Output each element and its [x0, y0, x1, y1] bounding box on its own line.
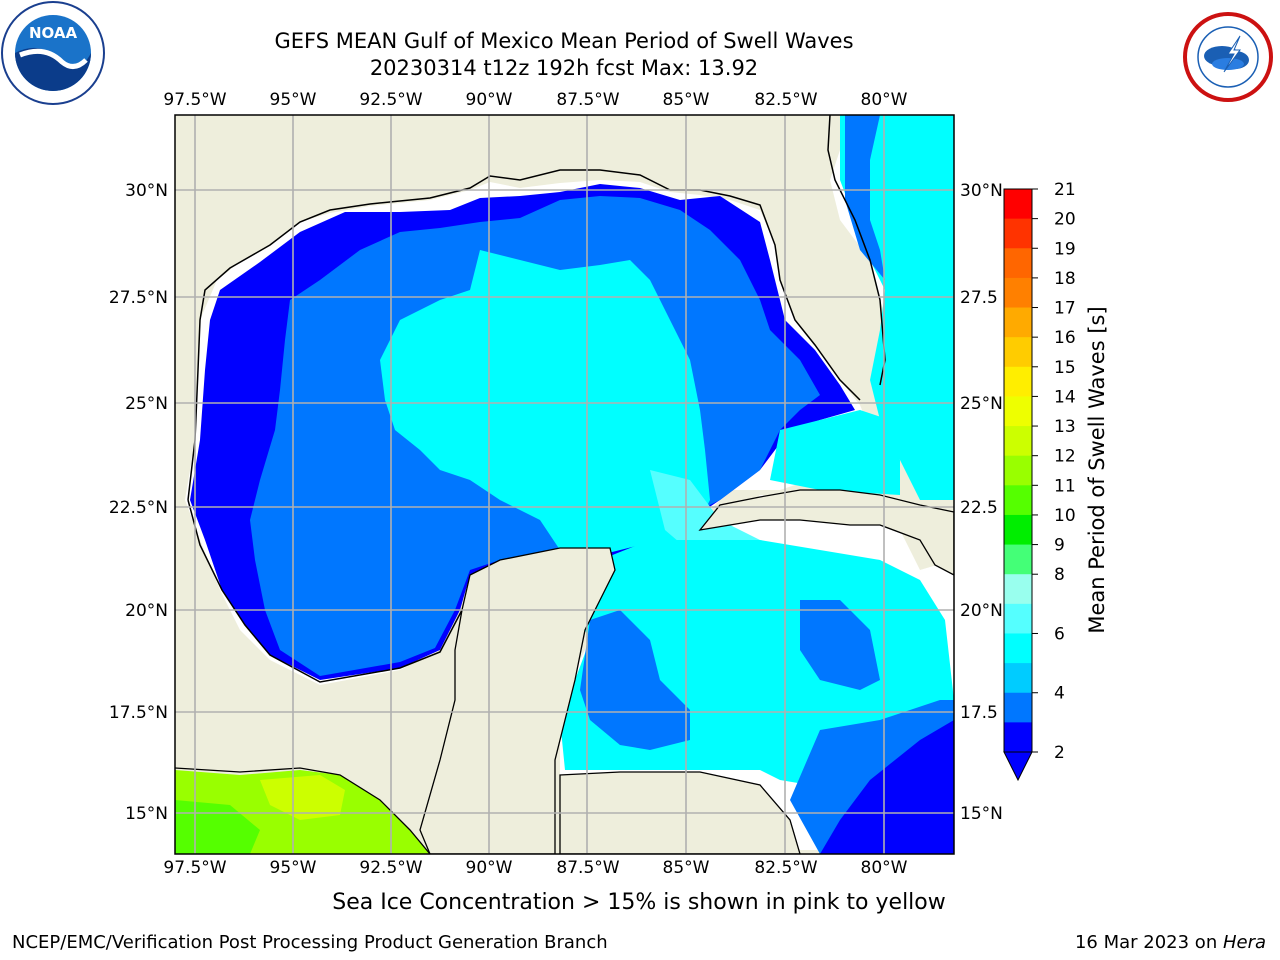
colorbar-tick-label: 14 — [1054, 387, 1076, 407]
colorbar-swatch — [1004, 603, 1032, 634]
lat-label: 25°N — [125, 394, 168, 414]
cuba-land — [698, 489, 954, 576]
caribbean-blue-patch-2 — [800, 600, 880, 690]
lon-label: 95°W — [270, 90, 317, 110]
lat-label: 17.5°N — [109, 703, 168, 723]
lon-label: 97.5°W — [163, 90, 226, 110]
colorbar-swatch — [1004, 218, 1032, 249]
lat-label: 30°N — [960, 181, 1003, 201]
colorbar-tick-label: 21 — [1054, 180, 1076, 200]
lon-label: 92.5°W — [359, 90, 422, 110]
colorbar-swatch — [1004, 307, 1032, 338]
colorbar-swatch — [1004, 544, 1032, 575]
lat-label: 27.5 — [960, 288, 998, 308]
lon-label: 80°W — [861, 858, 908, 878]
lat-labels-right: 30°N 27.5 25°N 22.5 20°N 17.5 15°N — [960, 181, 1003, 824]
mexico-west-coast — [187, 499, 463, 683]
lon-label: 90°W — [466, 90, 513, 110]
yucatan-land — [419, 547, 616, 854]
colorbar-swatch — [1004, 277, 1032, 309]
footer-date-text: 16 Mar 2023 on — [1074, 932, 1223, 953]
sea-ice-note: Sea Ice Concentration > 15% is shown in … — [332, 890, 946, 915]
footer-branch: NCEP/EMC/Verification Post Processing Pr… — [12, 932, 608, 953]
noaa-logo: NOAA — [1, 1, 105, 105]
lat-labels-left: 30°N 27.5°N 25°N 22.5°N 20°N 17.5°N 15°N — [109, 181, 168, 824]
keys-cyan — [770, 410, 900, 495]
colorbar-tick-label: 15 — [1054, 358, 1076, 378]
colorbar-swatch — [1004, 633, 1032, 664]
colorbar-swatch — [1004, 366, 1032, 397]
nws-logo — [1183, 12, 1273, 102]
colorbar-tick-label: 12 — [1054, 447, 1076, 467]
colorbar-tick-label: 4 — [1054, 684, 1065, 704]
lon-label: 87.5°W — [556, 90, 619, 110]
lon-label: 82.5°W — [754, 858, 817, 878]
lat-label: 27.5°N — [109, 288, 168, 308]
lat-label: 15°N — [960, 804, 1003, 824]
lon-label: 87.5°W — [556, 858, 619, 878]
lat-label: 15°N — [125, 804, 168, 824]
colorbar-tick-label: 16 — [1054, 328, 1076, 348]
lat-label: 22.5°N — [109, 498, 168, 518]
lon-label: 85°W — [663, 90, 710, 110]
caribbean-se-darkblue — [820, 720, 954, 854]
lon-labels-top: 97.5°W 95°W 92.5°W 90°W 87.5°W 85°W 82.5… — [163, 90, 907, 110]
colorbar-tick-label: 2 — [1054, 743, 1065, 763]
colorbar-swatch — [1004, 189, 1032, 220]
colorbar-swatch — [1004, 663, 1032, 694]
colorbar-tick-label: 20 — [1054, 210, 1076, 230]
colorbar-tick-label: 11 — [1054, 476, 1076, 496]
caribbean-blue-patch — [580, 610, 690, 750]
colorbar-swatch — [1004, 485, 1032, 516]
chart-title: GEFS MEAN Gulf of Mexico Mean Period of … — [274, 29, 854, 53]
atlantic-blue — [845, 115, 885, 280]
colorbar-tick-label: 10 — [1054, 506, 1076, 526]
colorbar-frame — [1003, 188, 1033, 753]
colorbar-label: Mean Period of Swell Waves [s] — [1085, 306, 1109, 634]
colorbar-tick-label: 9 — [1054, 536, 1065, 556]
footer-date: 16 Mar 2023 on Hera — [1075, 932, 1266, 953]
lat-label: 20°N — [125, 601, 168, 621]
colorbar-extend-arrow — [1003, 751, 1033, 782]
lon-label: 97.5°W — [163, 858, 226, 878]
colorbar-swatch — [1004, 692, 1032, 723]
colorbar-swatch — [1004, 248, 1032, 279]
footer-host: Hera — [1222, 932, 1266, 953]
colorbar-tick-label: 18 — [1054, 269, 1076, 289]
map-grid — [175, 115, 954, 854]
lon-label: 82.5°W — [754, 90, 817, 110]
lat-label: 30°N — [125, 181, 168, 201]
lat-label: 20°N — [960, 601, 1003, 621]
lon-label: 90°W — [466, 858, 513, 878]
colorbar-swatch — [1004, 396, 1032, 427]
colorbar-swatch — [1004, 455, 1032, 486]
lat-label: 25°N — [960, 394, 1003, 414]
colorbar-tick-label: 17 — [1054, 299, 1076, 319]
lon-labels-bottom: 97.5°W 95°W 92.5°W 90°W 87.5°W 85°W 82.5… — [163, 858, 907, 878]
lon-label: 92.5°W — [359, 858, 422, 878]
lon-label: 95°W — [270, 858, 317, 878]
colorbar-tick-label: 19 — [1054, 239, 1076, 259]
pacific-yellow — [260, 775, 345, 820]
lon-label: 85°W — [663, 858, 710, 878]
noaa-logo-text: NOAA — [29, 24, 78, 42]
lat-label: 22.5 — [960, 498, 998, 518]
colorbar-tick-label: 8 — [1054, 565, 1065, 585]
pacific-coast — [175, 767, 431, 854]
colorbar-tick-label: 6 — [1054, 624, 1065, 644]
colorbar-swatch — [1004, 574, 1032, 605]
colorbar-swatch — [1004, 722, 1032, 753]
colorbar-swatch — [1004, 426, 1032, 457]
gulf-coastline — [187, 169, 861, 501]
chart-subtitle: 20230314 t12z 192h fcst Max: 13.92 — [369, 56, 759, 80]
lon-label: 80°W — [861, 90, 908, 110]
colorbar: 21 20 19 18 17 16 15 14 13 12 11 10 9 8 6 4 2 — [1003, 180, 1076, 782]
lat-label: 17.5 — [960, 703, 998, 723]
colorbar-swatch — [1004, 337, 1032, 368]
colorbar-swatch — [1004, 514, 1032, 546]
colorbar-tick-label: 13 — [1054, 417, 1076, 437]
map-frame — [174, 114, 955, 855]
